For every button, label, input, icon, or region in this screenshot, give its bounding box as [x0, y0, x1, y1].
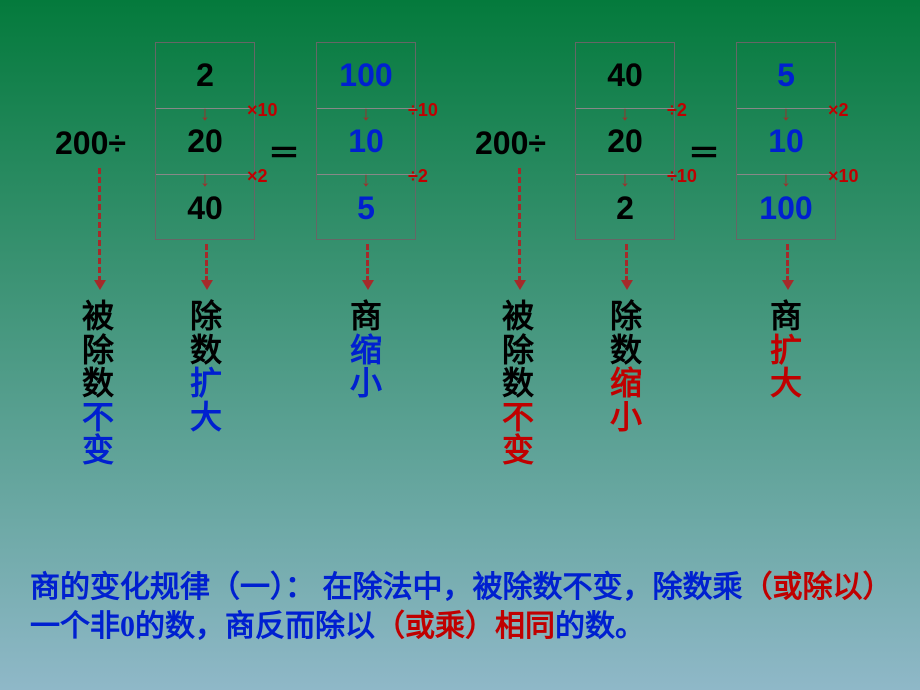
right-divisor-cell: 40↓: [576, 43, 674, 109]
dashed-arrow-icon: [205, 244, 208, 282]
label-char: 小: [610, 401, 642, 435]
label-char: 不: [82, 401, 114, 435]
label-char: 数: [82, 367, 114, 401]
left-dividend: 200÷: [55, 125, 126, 162]
label-char: 数: [502, 367, 534, 401]
label-char: 扩: [190, 367, 222, 401]
label-char: 缩: [610, 367, 642, 401]
left-vertical-label: 被除数不变: [82, 300, 114, 468]
left-divisor-cell: 40: [156, 175, 254, 241]
left-quotient-cell: 5: [317, 175, 415, 241]
right-vertical-label: 除数缩小: [610, 300, 642, 434]
rule-text: 商的变化规律（一）： 在除法中，被除数不变，除数乘（或除以） 一个非0的数，商反而…: [30, 568, 900, 646]
right-divisor-box: 40↓20↓2: [575, 42, 675, 240]
slide-content: 200÷＝2↓20↓40×10×2100↓10↓5÷10÷2被除数不变除数扩大商…: [0, 0, 920, 690]
left-quotient-cell: 10↓: [317, 109, 415, 175]
right-divisor-op-label: ÷10: [667, 166, 697, 187]
right-quotient-cell: 5↓: [737, 43, 835, 109]
rule-segment: （或乘）相同: [375, 610, 555, 643]
label-char: 扩: [770, 334, 802, 368]
left-quotient-op-label: ÷10: [408, 100, 438, 121]
right-quotient-op-label: ×2: [828, 100, 849, 121]
label-char: 数: [610, 334, 642, 368]
label-char: 被: [82, 300, 114, 334]
left-quotient-box: 100↓10↓5: [316, 42, 416, 240]
right-divisor-cell: 20↓: [576, 109, 674, 175]
right-divisor-cell: 2: [576, 175, 674, 241]
rule-segment: 的数。: [555, 610, 645, 643]
right-dividend: 200÷: [475, 125, 546, 162]
left-quotient-op-label: ÷2: [408, 166, 428, 187]
label-char: 除: [502, 334, 534, 368]
left-equals: ＝: [268, 128, 300, 174]
dashed-arrow-icon: [98, 168, 101, 282]
rule-segment: （或除以）: [743, 571, 893, 604]
left-vertical-label: 除数扩大: [190, 300, 222, 434]
label-char: 大: [770, 367, 802, 401]
label-char: 不: [502, 401, 534, 435]
right-divisor-op-label: ÷2: [667, 100, 687, 121]
label-char: 除: [82, 334, 114, 368]
label-char: 除: [190, 300, 222, 334]
label-char: 大: [190, 401, 222, 435]
left-divisor-cell: 20↓: [156, 109, 254, 175]
label-char: 变: [502, 434, 534, 468]
right-quotient-cell: 10↓: [737, 109, 835, 175]
rule-segment: 商的变化规律（一）： 在除法中，被除数不变，除数乘: [30, 571, 743, 604]
label-char: 被: [502, 300, 534, 334]
left-divisor-op-label: ×2: [247, 166, 268, 187]
dashed-arrow-icon: [625, 244, 628, 282]
dashed-arrow-icon: [786, 244, 789, 282]
label-char: 除: [610, 300, 642, 334]
right-vertical-label: 被除数不变: [502, 300, 534, 468]
label-char: 数: [190, 334, 222, 368]
label-char: 小: [350, 367, 382, 401]
dashed-arrow-icon: [518, 168, 521, 282]
left-divisor-box: 2↓20↓40: [155, 42, 255, 240]
right-quotient-box: 5↓10↓100: [736, 42, 836, 240]
left-vertical-label: 商缩小: [350, 300, 382, 401]
label-char: 商: [770, 300, 802, 334]
label-char: 变: [82, 434, 114, 468]
right-quotient-cell: 100: [737, 175, 835, 241]
dashed-arrow-icon: [366, 244, 369, 282]
left-divisor-cell: 2↓: [156, 43, 254, 109]
left-quotient-cell: 100↓: [317, 43, 415, 109]
rule-segment: 一个非0的数，商反而除以: [30, 610, 375, 643]
label-char: 商: [350, 300, 382, 334]
right-vertical-label: 商扩大: [770, 300, 802, 401]
left-divisor-op-label: ×10: [247, 100, 278, 121]
right-quotient-op-label: ×10: [828, 166, 859, 187]
label-char: 缩: [350, 334, 382, 368]
